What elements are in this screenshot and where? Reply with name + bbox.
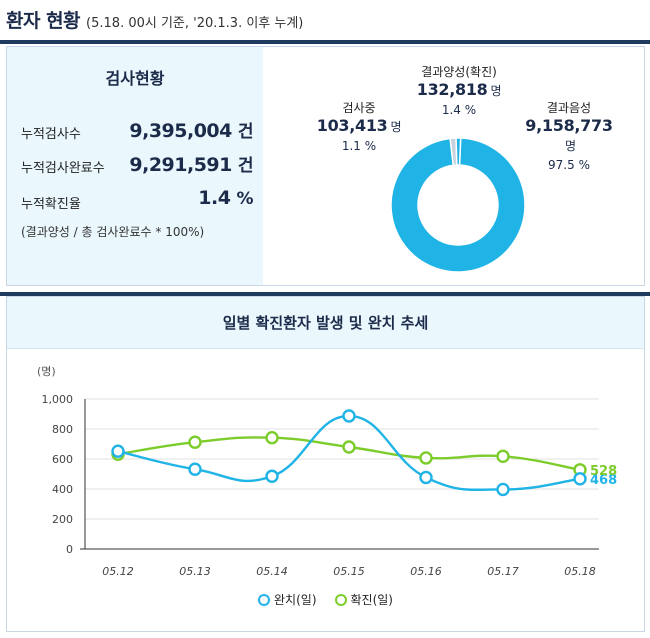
y-tick-label: 1,000 [42, 393, 74, 406]
data-point[interactable] [496, 449, 510, 464]
y-tick-label: 200 [52, 513, 73, 526]
stat-row-positive-rate: 누적확진율 1.4% [21, 187, 253, 215]
data-label: 468 [590, 473, 617, 488]
y-axis-label: (명) [37, 365, 56, 378]
page-subtitle: (5.18. 00시 기준, '20.1.3. 이후 누계) [86, 16, 304, 31]
donut-slice-testing[interactable] [455, 137, 462, 166]
donut-label-positive: 결과양성(확진) 132,818 명 1.4 % [416, 65, 502, 117]
line-chart: (명) 0 200 400 600 800 1,000 05.12 05.13 05.14 05.1… [37, 365, 617, 578]
data-point[interactable] [265, 430, 279, 445]
legend-item-recovered[interactable]: 완치(일) [258, 591, 317, 608]
data-point[interactable] [342, 440, 356, 454]
divider [0, 292, 650, 296]
x-tick-label: 05.17 [487, 565, 519, 578]
stat-row-completed-tests: 누적검사완료수 9,291,591 건 [21, 151, 254, 179]
x-tick-label: 05.13 [179, 565, 211, 578]
donut-slice-negative[interactable] [390, 137, 526, 273]
stat-label: 누적검사완료수 [21, 161, 105, 176]
stat-row-total-tests: 누적검사수 9,395,004 건 [21, 117, 254, 145]
x-tick-label: 05.14 [256, 565, 288, 578]
x-tick-label: 05.12 [102, 565, 134, 578]
stat-value: 9,395,004 건 [129, 120, 253, 142]
chart-legend: 완치(일) 확진(일) [7, 591, 644, 608]
data-point[interactable] [342, 409, 356, 423]
data-point[interactable] [419, 451, 433, 465]
y-tick-label: 600 [52, 453, 73, 466]
donut-label-testing: 검사중 103,413 명 1.1 % [316, 101, 402, 153]
stat-value: 9,291,591 건 [129, 154, 253, 176]
test-status-panel: 검사현황 누적검사수 9,395,004 건 누적검사완료수 9,291,591 건… [6, 46, 645, 286]
data-point[interactable] [265, 469, 279, 483]
daily-trend-panel: 일별 확진환자 발생 및 완치 추세 (명) 0 200 400 600 800 1,000… [6, 296, 645, 632]
chart-title: 일별 확진환자 발생 및 완치 추세 [7, 297, 644, 349]
stats-box: 검사현황 누적검사수 9,395,004 건 누적검사완료수 9,291,591 건… [7, 47, 263, 285]
data-point[interactable] [111, 444, 125, 458]
data-point[interactable] [496, 482, 510, 497]
x-tick-label: 05.15 [333, 565, 365, 578]
page-title: 환자 현황 [6, 10, 81, 32]
legend-marker-icon [258, 593, 271, 606]
stat-label: 누적확진율 [21, 197, 81, 212]
data-point[interactable] [188, 462, 202, 476]
y-tick-label: 400 [52, 483, 73, 496]
legend-marker-icon [334, 593, 347, 606]
stats-note: (결과양성 / 총 검사완료수 * 100%) [21, 225, 205, 239]
y-tick-label: 0 [66, 543, 73, 556]
data-point[interactable] [573, 472, 587, 486]
data-label: 528 [590, 464, 617, 479]
stat-label: 누적검사수 [21, 127, 81, 142]
data-point[interactable] [419, 470, 433, 485]
page-header: 환자 현황 (5.18. 00시 기준, '20.1.3. 이후 누계) [6, 6, 303, 36]
donut-label-negative: 결과음성 9,158,773 명 97.5 % [525, 101, 613, 172]
x-tick-label: 05.18 [564, 565, 596, 578]
data-point[interactable] [188, 435, 202, 449]
stats-heading: 검사현황 [105, 69, 165, 88]
legend-item-confirmed[interactable]: 확진(일) [334, 591, 393, 608]
stat-value: 1.4% [198, 187, 253, 209]
x-tick-label: 05.16 [410, 565, 442, 578]
donut-chart [390, 137, 526, 273]
donut-chart-area: 결과양성(확진) 132,818 명 1.4 % 검사중 103,413 명 1.1… [263, 47, 644, 285]
divider [0, 40, 650, 44]
y-tick-label: 800 [52, 423, 73, 436]
